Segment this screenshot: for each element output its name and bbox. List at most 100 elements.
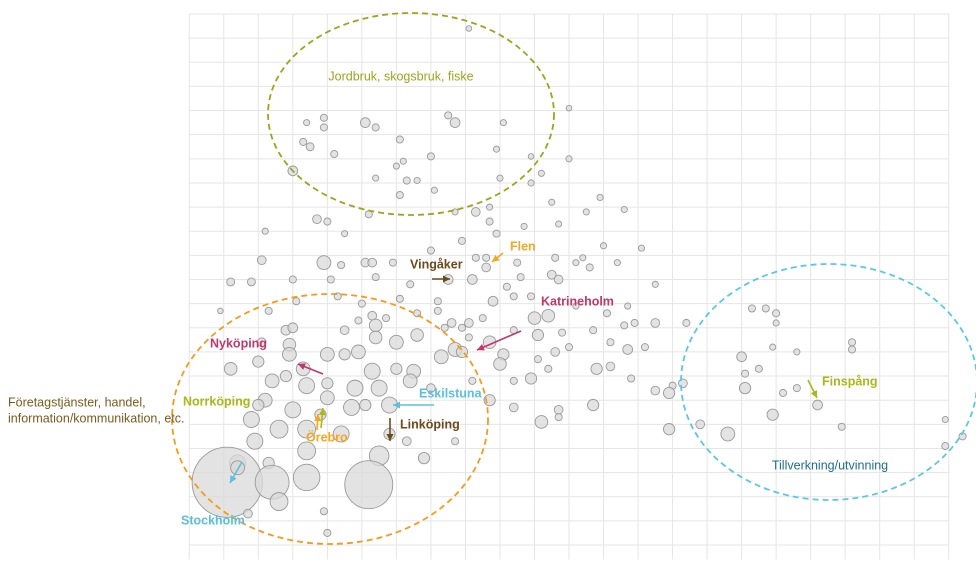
- bubble: [772, 309, 781, 318]
- city-label: Vingåker: [410, 257, 463, 271]
- bubble: [487, 295, 499, 307]
- bubble: [630, 318, 639, 327]
- bubble: [246, 277, 256, 287]
- arrow-head: [386, 434, 394, 441]
- bubble: [582, 208, 590, 216]
- bubble: [413, 176, 421, 185]
- bubble: [399, 157, 407, 165]
- arrow-head: [443, 275, 450, 283]
- group-label: information/kommunikation, etc.: [8, 411, 184, 425]
- bubble: [555, 220, 563, 228]
- bubble: [395, 191, 404, 200]
- bubble: [457, 236, 467, 245]
- bubble: [242, 411, 260, 428]
- bubble: [303, 119, 311, 127]
- bubble: [663, 423, 676, 436]
- bubble: [695, 419, 706, 430]
- bubble: [451, 437, 460, 446]
- bubble: [465, 25, 473, 32]
- bubble: [297, 419, 317, 439]
- bubble: [252, 355, 265, 368]
- bubble: [493, 357, 507, 371]
- bubble: [372, 174, 380, 182]
- bubble: [426, 152, 435, 161]
- group-label: Tillverkning/utvinning: [772, 458, 888, 472]
- bubble: [620, 321, 629, 330]
- group-label: Företagstjänster, handel,: [8, 395, 146, 409]
- bubble: [848, 338, 857, 347]
- bubble: [482, 253, 491, 262]
- bubble: [553, 405, 564, 415]
- bubble: [417, 452, 431, 465]
- bubble: [546, 269, 557, 280]
- bubble: [589, 326, 598, 335]
- bubble: [754, 364, 763, 373]
- bubble: [848, 345, 857, 354]
- bubble: [305, 142, 315, 152]
- bubble: [264, 373, 280, 389]
- bubble: [410, 328, 424, 342]
- bubble: [761, 304, 770, 313]
- bubble: [343, 398, 360, 416]
- bubble: [527, 153, 535, 160]
- bubble: [464, 333, 473, 342]
- bubble: [541, 308, 556, 323]
- bubble: [741, 369, 750, 378]
- bubble: [388, 258, 397, 267]
- arrow-head: [318, 408, 326, 416]
- bubble: [602, 309, 612, 318]
- bubble: [401, 436, 412, 447]
- bubble: [606, 338, 615, 347]
- bubble: [812, 399, 823, 411]
- bubble: [466, 274, 478, 285]
- bubble: [319, 113, 328, 122]
- bubble: [792, 384, 801, 393]
- bubble: [613, 259, 621, 267]
- bubble: [793, 348, 801, 356]
- bubble: [332, 425, 350, 443]
- bubble: [585, 263, 594, 272]
- city-label: Stockholm: [181, 513, 245, 527]
- bubble: [281, 346, 297, 362]
- bubble: [499, 119, 507, 127]
- annotations: Jordbruk, skogsbruk, fiske Företagstjäns…: [8, 12, 976, 545]
- bubble: [402, 176, 411, 185]
- bubble: [223, 362, 238, 376]
- bubble: [319, 346, 335, 362]
- bubble: [627, 374, 636, 383]
- bubble: [299, 137, 308, 146]
- bubble: [551, 253, 560, 262]
- bubble: [326, 275, 335, 284]
- bubble: [426, 246, 435, 255]
- bubble: [319, 390, 335, 406]
- city-label: Örebro: [306, 429, 348, 444]
- bubble: [678, 378, 688, 389]
- bubble: [390, 362, 403, 375]
- group-label: Jordbruk, skogsbruk, fiske: [328, 69, 473, 83]
- bubble: [941, 442, 950, 451]
- bubble: [637, 244, 646, 252]
- city-label: Nyköping: [210, 336, 267, 350]
- bubble: [572, 259, 580, 267]
- bubble: [565, 104, 573, 112]
- bubble: [359, 117, 371, 128]
- bubble: [624, 302, 632, 310]
- bubble: [392, 162, 400, 170]
- bubble: [941, 415, 949, 424]
- bubble: [486, 203, 494, 211]
- bubble: [354, 316, 363, 325]
- city-label: Linköping: [400, 417, 460, 431]
- arrow: [476, 330, 522, 351]
- bubble: [371, 123, 380, 132]
- bubble: [747, 304, 756, 313]
- bubble: [451, 208, 459, 216]
- bubble: [368, 318, 383, 333]
- bubble: [534, 415, 549, 429]
- bubble: [246, 432, 264, 450]
- group-ellipse: [171, 293, 489, 545]
- bubble: [554, 413, 563, 422]
- arrow-head: [477, 344, 485, 351]
- bubble: [292, 463, 321, 492]
- bubble: [772, 319, 780, 327]
